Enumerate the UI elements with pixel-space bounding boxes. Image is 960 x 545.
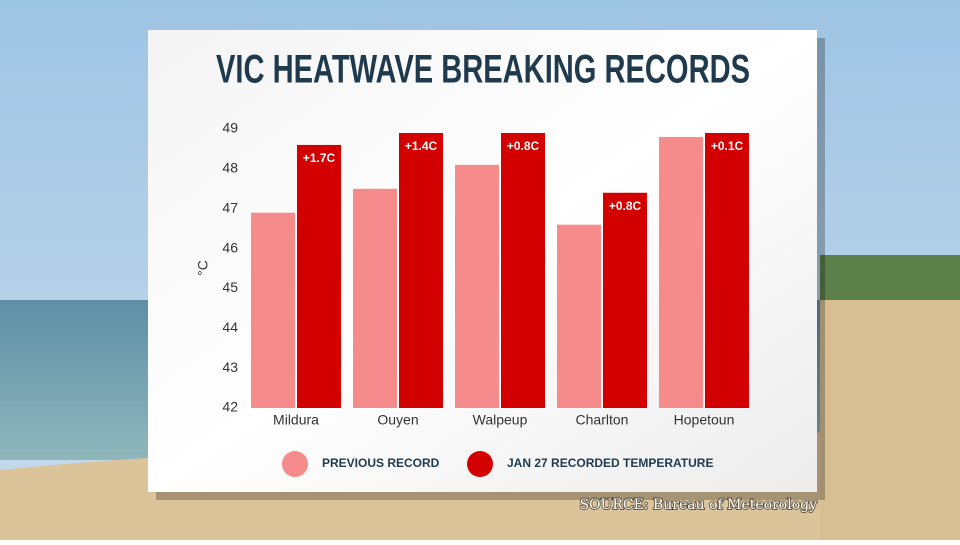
bar bbox=[501, 132, 545, 408]
chart-title: VIC HEATWAVE BREAKING RECORDS bbox=[216, 48, 750, 92]
x-tick-label: Mildura bbox=[273, 412, 319, 428]
bar bbox=[557, 224, 601, 408]
source: SOURCE: Bureau of Meteorology bbox=[579, 497, 817, 513]
difference-label: +0.8C bbox=[507, 139, 540, 153]
trees bbox=[820, 255, 960, 305]
bar bbox=[659, 136, 703, 408]
difference-label: +0.1C bbox=[711, 139, 744, 153]
legend-swatch bbox=[467, 451, 493, 477]
difference-label: +1.7C bbox=[303, 151, 336, 165]
y-tick-label: 44 bbox=[222, 319, 238, 335]
bar bbox=[399, 132, 443, 408]
legend-label: JAN 27 RECORDED TEMPERATURE bbox=[507, 456, 713, 470]
bar bbox=[251, 212, 295, 408]
bar bbox=[705, 132, 749, 408]
x-tick-label: Walpeup bbox=[473, 412, 528, 428]
x-tick-label: Ouyen bbox=[377, 412, 418, 428]
bar bbox=[455, 164, 499, 408]
y-tick-label: 48 bbox=[222, 160, 238, 176]
y-axis-label: °C bbox=[195, 260, 211, 276]
sand-right bbox=[820, 300, 960, 540]
y-tick-label: 42 bbox=[222, 399, 238, 415]
bar bbox=[353, 188, 397, 408]
y-tick-label: 47 bbox=[222, 199, 238, 215]
y-tick-label: 46 bbox=[222, 239, 238, 255]
y-tick-label: 45 bbox=[222, 279, 238, 295]
difference-label: +1.4C bbox=[405, 139, 438, 153]
y-tick-label: 43 bbox=[222, 359, 238, 375]
x-tick-label: Charlton bbox=[576, 412, 629, 428]
bar bbox=[603, 192, 647, 408]
legend-label: PREVIOUS RECORD bbox=[322, 456, 440, 470]
x-tick-label: Hopetoun bbox=[674, 412, 735, 428]
bar bbox=[297, 144, 341, 408]
legend-swatch bbox=[282, 451, 308, 477]
y-tick-label: 49 bbox=[222, 120, 238, 136]
difference-label: +0.8C bbox=[609, 199, 642, 213]
